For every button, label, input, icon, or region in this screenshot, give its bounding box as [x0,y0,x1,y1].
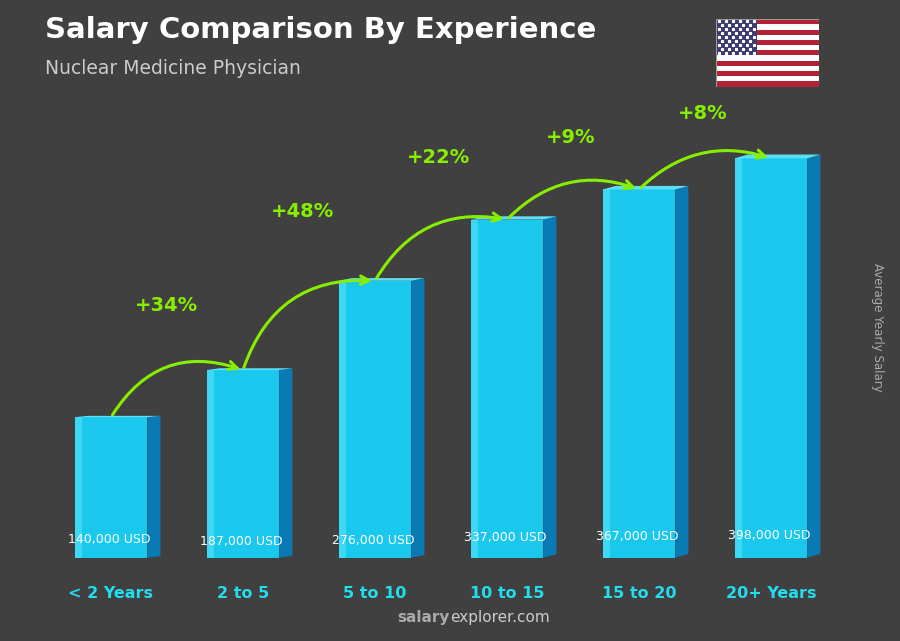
Polygon shape [75,417,148,558]
Text: Nuclear Medicine Physician: Nuclear Medicine Physician [45,59,301,78]
Text: explorer.com: explorer.com [450,610,550,625]
Polygon shape [207,370,279,558]
Text: 20+ Years: 20+ Years [725,586,816,601]
Polygon shape [279,368,292,558]
Polygon shape [411,278,425,558]
Polygon shape [734,158,742,558]
Text: 10 to 15: 10 to 15 [470,586,544,601]
Bar [716,19,819,24]
Polygon shape [734,154,821,158]
Polygon shape [544,216,556,558]
Bar [716,61,819,66]
Text: 276,000 USD: 276,000 USD [332,533,415,547]
Polygon shape [338,281,411,558]
Bar [716,76,819,81]
Bar [716,66,819,71]
Bar [716,45,819,50]
Text: Salary Comparison By Experience: Salary Comparison By Experience [45,16,596,44]
Polygon shape [75,417,82,558]
Text: salary: salary [398,610,450,625]
Text: 367,000 USD: 367,000 USD [596,530,679,543]
Bar [716,71,819,76]
Polygon shape [675,186,688,558]
Bar [716,50,819,56]
Text: 15 to 20: 15 to 20 [602,586,676,601]
Bar [716,29,819,35]
Bar [716,56,819,61]
Polygon shape [471,220,544,558]
Bar [716,40,819,45]
Text: 398,000 USD: 398,000 USD [728,529,811,542]
Text: 5 to 10: 5 to 10 [343,586,407,601]
Text: 337,000 USD: 337,000 USD [464,531,546,544]
Polygon shape [807,154,821,558]
Polygon shape [471,220,478,558]
Bar [716,24,819,29]
Polygon shape [603,190,610,558]
Bar [716,19,757,56]
Bar [716,35,819,40]
Text: +22%: +22% [407,148,470,167]
Text: 2 to 5: 2 to 5 [217,586,269,601]
Polygon shape [207,368,292,370]
Text: +48%: +48% [271,201,334,221]
Text: +34%: +34% [135,296,198,315]
Polygon shape [603,190,675,558]
Polygon shape [338,278,425,281]
Polygon shape [207,370,214,558]
Text: Average Yearly Salary: Average Yearly Salary [871,263,884,391]
Polygon shape [603,186,688,190]
Polygon shape [148,416,160,558]
Text: 140,000 USD: 140,000 USD [68,533,150,546]
Polygon shape [75,416,160,417]
Text: +9%: +9% [545,128,595,147]
Polygon shape [471,216,556,220]
Text: 187,000 USD: 187,000 USD [200,535,283,548]
Polygon shape [338,281,346,558]
Text: < 2 Years: < 2 Years [68,586,154,601]
Bar [716,81,819,87]
Text: +8%: +8% [678,104,727,123]
Polygon shape [734,158,807,558]
